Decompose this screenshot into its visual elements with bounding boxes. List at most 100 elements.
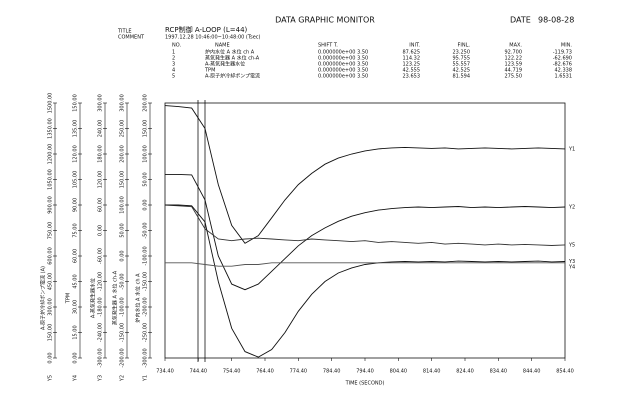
table-header: NO. <box>172 43 181 49</box>
table-cell: 42.338 <box>555 68 573 74</box>
table-cell: 44.719 <box>505 68 523 74</box>
comment-label: COMMENT <box>118 35 145 41</box>
x-tick-label: 854.40 <box>556 369 574 375</box>
y-tick-label: 1350.00 <box>48 118 54 139</box>
title-label: TITLE <box>117 29 132 35</box>
table-header: NAME <box>215 43 230 49</box>
y-tick-label: 450.00 <box>48 273 54 291</box>
y-axis-name: Y2 <box>120 375 126 382</box>
table-cell: 1 <box>172 50 175 56</box>
y-tick-label: 0.00 <box>120 250 126 261</box>
table-header: MIN. <box>561 43 573 49</box>
subtitle: RCP制御 A-LOOP (L=44) <box>165 25 248 34</box>
table-cell: 275.50 <box>505 74 523 80</box>
y-axis-title: TPM <box>66 293 72 304</box>
chart-title: DATA GRAPHIC MONITOR <box>275 16 375 25</box>
table-cell: 123.59 <box>505 62 523 68</box>
table-cell: 5 <box>172 74 175 80</box>
y-tick-label: 180.00 <box>98 145 104 163</box>
y-tick-label: 1050.00 <box>48 169 54 190</box>
table-cell: A-原子炉冷却ポンプ電流 <box>205 73 260 80</box>
series-label: Y3 <box>568 259 575 265</box>
y-tick-label: -100.00 <box>120 297 126 316</box>
y-tick-label: -150.00 <box>143 272 149 291</box>
x-tick-label: 844.40 <box>523 369 541 375</box>
table-cell: -82.676 <box>553 62 572 68</box>
y-tick-label: -120.00 <box>98 272 104 291</box>
table-cell: 123.25 <box>403 62 421 68</box>
table-cell: 炉内水位 A 水位 ch A <box>205 49 255 56</box>
y-tick-label: 150.00 <box>48 324 54 342</box>
table-cell: 87.625 <box>403 50 421 56</box>
y-tick-label: -200.00 <box>143 297 149 316</box>
series-label: Y2 <box>568 205 575 211</box>
x-tick-label: 834.40 <box>490 369 508 375</box>
y-tick-label: -100.00 <box>143 246 149 265</box>
table-cell: TPM <box>204 68 215 74</box>
y-tick-label: 240.00 <box>98 120 104 138</box>
y-axis-name: Y5 <box>48 375 54 382</box>
table-cell: 81.594 <box>453 74 471 80</box>
table-cell: -119.73 <box>553 50 572 56</box>
table-cell: 23.653 <box>403 74 421 80</box>
y-tick-label: 200.00 <box>120 145 126 163</box>
y-tick-label: -50.00 <box>120 273 126 289</box>
series-line <box>164 105 566 244</box>
y-tick-label: 105.00 <box>73 171 79 189</box>
table-cell: -62.690 <box>553 56 572 62</box>
x-tick-label: 784.40 <box>323 369 341 375</box>
table-cell: 0.000000e+00 3.50 <box>318 56 368 62</box>
y-tick-label: 150.00 <box>120 171 126 189</box>
table-cell: 0.000000e+00 3.50 <box>318 74 368 80</box>
y-tick-label: 120.00 <box>73 145 79 163</box>
x-tick-label: 774.40 <box>290 369 308 375</box>
table-header: SHIFT T. <box>318 43 338 49</box>
y-tick-label: 0.00 <box>98 225 104 236</box>
series-label: Y1 <box>568 146 575 152</box>
y-tick-label: 300.00 <box>120 94 126 112</box>
series-line <box>165 262 565 267</box>
x-tick-label: 794.40 <box>356 369 374 375</box>
y-tick-label: 300.00 <box>48 298 54 316</box>
y-tick-label: -180.00 <box>98 297 104 316</box>
y-tick-label: 150.00 <box>143 120 149 138</box>
y-tick-label: 750.00 <box>48 222 54 240</box>
y-axis-name: Y3 <box>98 375 104 382</box>
x-tick-label: 754.40 <box>223 369 241 375</box>
y-tick-label: 120.00 <box>98 171 104 189</box>
y-tick-label: 15.00 <box>73 325 79 339</box>
table-cell: 3 <box>172 62 175 68</box>
x-tick-label: 764.40 <box>256 369 274 375</box>
y-tick-label: -300.00 <box>98 348 104 367</box>
y-tick-label: 900.00 <box>48 196 54 214</box>
y-tick-label: 45.00 <box>73 274 79 288</box>
table-cell: A-蒸気発生器水位 <box>205 61 245 68</box>
table-cell: 95.755 <box>453 56 471 62</box>
y-tick-label: 300.00 <box>98 94 104 112</box>
table-header: FINL. <box>458 43 471 49</box>
series-line <box>164 204 566 246</box>
series-label: Y5 <box>568 242 575 248</box>
comment: 1997.12.28 10:46:00~10:48:00 (Tsec) <box>165 35 261 41</box>
y-tick-label: 75.00 <box>73 223 79 237</box>
y-tick-label: -240.00 <box>98 323 104 342</box>
series-line <box>165 204 566 358</box>
table-cell: 23.250 <box>453 50 471 56</box>
y-tick-label: -250.00 <box>143 323 149 342</box>
y-tick-label: 150.00 <box>73 94 79 112</box>
x-tick-label: 824.40 <box>456 369 474 375</box>
table-cell: 0.000000e+00 3.50 <box>318 68 368 74</box>
y-tick-label: 250.00 <box>120 120 126 138</box>
y-tick-label: 60.00 <box>73 249 79 263</box>
x-tick-label: 804.40 <box>390 369 408 375</box>
y-tick-label: 60.00 <box>98 198 104 212</box>
y-tick-label: 1200.00 <box>48 144 54 165</box>
y-tick-label: 50.00 <box>120 223 126 237</box>
y-tick-label: 0.00 <box>48 352 54 363</box>
plot-frame <box>164 102 566 359</box>
table-cell: 42.555 <box>403 68 421 74</box>
y-tick-label: 30.00 <box>73 300 79 314</box>
y-tick-label: -300.00 <box>143 348 149 367</box>
y-axis-title: A-原子炉冷却ポンプ電流 (A) <box>40 266 47 330</box>
